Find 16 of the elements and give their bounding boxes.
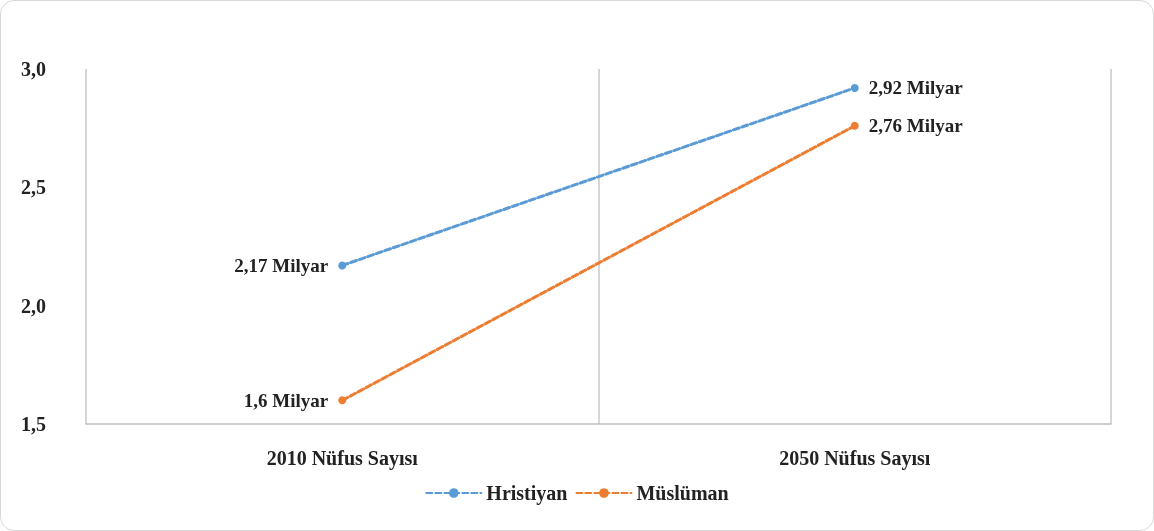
legend-label: Müslüman	[636, 482, 729, 504]
data-label: 1,6 Milyar	[243, 389, 329, 411]
x-tick-label: 2010 Nüfus Sayısı	[266, 447, 419, 470]
y-tick-label: 2,0	[21, 294, 46, 317]
point	[338, 396, 347, 405]
y-tick-label: 3,0	[21, 58, 46, 80]
point	[850, 83, 859, 92]
legend-label: Hristiyan	[486, 482, 568, 505]
data-label: 2,92 Milyar	[868, 77, 964, 99]
point	[850, 121, 859, 130]
y-tick-label: 2,5	[21, 176, 46, 199]
data-label: 2,76 Milyar	[868, 115, 964, 137]
y-tick-label: 1,5	[21, 413, 46, 435]
point	[338, 261, 347, 270]
x-tick-label: 2050 Nüfus Sayısı	[779, 447, 931, 470]
data-label: 2,17 Milyar	[234, 254, 329, 276]
